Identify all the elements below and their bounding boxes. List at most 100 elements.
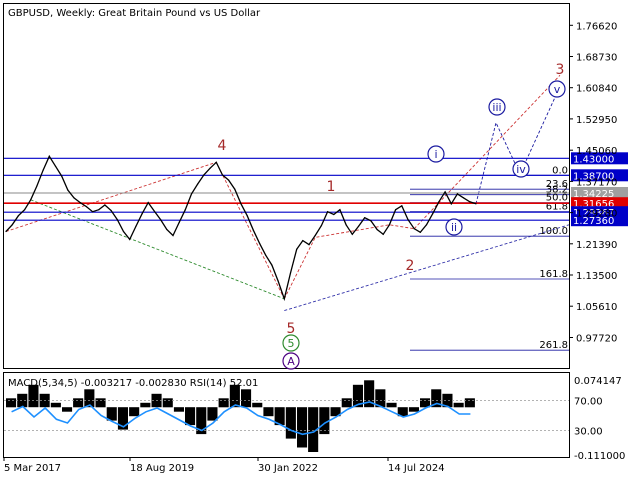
macd-bar [173,407,184,412]
wave-label-red: 1 [327,179,336,195]
level-price-box [571,187,628,199]
y-tick-label: 1.21390 [576,240,617,251]
macd-bar [84,389,95,408]
price-point [450,203,452,205]
price-point [444,191,446,193]
price-point [333,213,335,216]
price-point [42,169,44,171]
price-point [190,193,193,195]
price-point [160,219,162,221]
price-point [370,220,372,222]
macd-bar [28,384,39,408]
y-tick-label: 1.68730 [576,53,617,64]
price-point [382,233,384,235]
macd-bar [386,402,397,408]
wave-label-circle [488,98,506,116]
macd-bar [364,380,375,408]
wave-label-circle [548,80,566,98]
macd-bar [308,407,319,452]
macd-bar [431,389,442,408]
macd-bar [95,398,106,408]
price-point [73,197,75,199]
price-point [197,183,199,185]
wave-label-blue: A [287,355,295,368]
price-point [277,280,279,282]
price-point [438,201,440,203]
y-tick-label: 0.97720 [576,334,617,345]
price-point [469,201,471,203]
price-point [122,230,125,233]
wave-4-5-line [215,162,285,300]
wave-label-circle [427,145,445,163]
macd-bar [207,407,218,421]
macd-bar [140,402,151,408]
price-point [110,209,112,212]
price-point [104,204,106,206]
macd-bar [420,398,431,408]
indicator-tick-label: 30.00 [574,427,603,438]
price-point [24,209,26,211]
price-point [413,228,415,230]
price-point [271,264,273,266]
price-point [67,189,69,191]
y-tick-label: 1.52950 [576,115,617,126]
x-tick-label: 18 Aug 2019 [130,463,194,474]
price-point [209,167,211,169]
price-point [296,248,298,250]
wave-label-red: 2 [406,258,415,274]
price-point [178,221,180,223]
macd-bar [117,407,128,430]
macd-bar [50,402,61,408]
price-point [283,298,285,300]
price-point [98,209,100,211]
price-point [357,225,360,227]
price-point [407,219,409,221]
price-point [147,202,149,204]
price-point [289,272,292,274]
macd-bar [464,398,475,408]
price-series-layer [5,154,477,302]
macd-bar [106,407,117,421]
price-point [314,234,316,237]
wave-label-red: 3 [556,62,565,78]
time-axis-layer: 5 Mar 2017 18 Aug 2019 30 Jan 2022 14 Jul 2… [3,457,445,474]
price-point [228,179,230,181]
macd-bar [263,407,274,417]
y-tick-label: 1.13500 [576,271,617,282]
macd-bar [453,402,464,408]
price-point [320,225,322,227]
price-axis-layer: 1.76620 1.68730 1.60840 1.52950 1.45060 1.371… [569,21,617,345]
indicator-tick-label: 0.074147 [574,376,622,387]
price-point [54,165,57,167]
wave-1-2-line [283,224,415,300]
price-point [419,231,421,233]
wave-label-blue: ii [451,221,457,234]
macd-bar [330,407,341,417]
y-tick-label: 1.45060 [576,146,617,157]
macd-bar [352,384,363,408]
wave-label-circle [445,218,463,236]
indicator-tick-label: 70.00 [574,397,603,408]
wave-label-red: 4 [218,138,227,154]
macd-bar [229,384,240,408]
price-point [388,224,390,226]
price-point [61,175,63,177]
level-price-box [571,169,628,182]
price-point [463,197,465,199]
indicator-tick-label: -0.111000 [574,451,625,462]
fib-label: 61.8 [546,202,568,213]
macd-bar [185,407,196,426]
macd-bar [62,407,73,412]
price-point [141,213,143,215]
wave-a-channel [284,224,570,312]
price-point [153,210,155,212]
wave-label-blue: i [434,148,437,161]
level-price-label: 1.34225 [573,189,614,200]
indicator-label: MACD(5,34,5) -0.003217 -0.002830 RSI(14)… [8,378,258,389]
price-point [265,254,267,256]
macd-bar [442,393,453,408]
price-point [259,242,261,244]
y-tick-label: 1.29280 [576,209,617,220]
macd-bar [17,393,28,408]
